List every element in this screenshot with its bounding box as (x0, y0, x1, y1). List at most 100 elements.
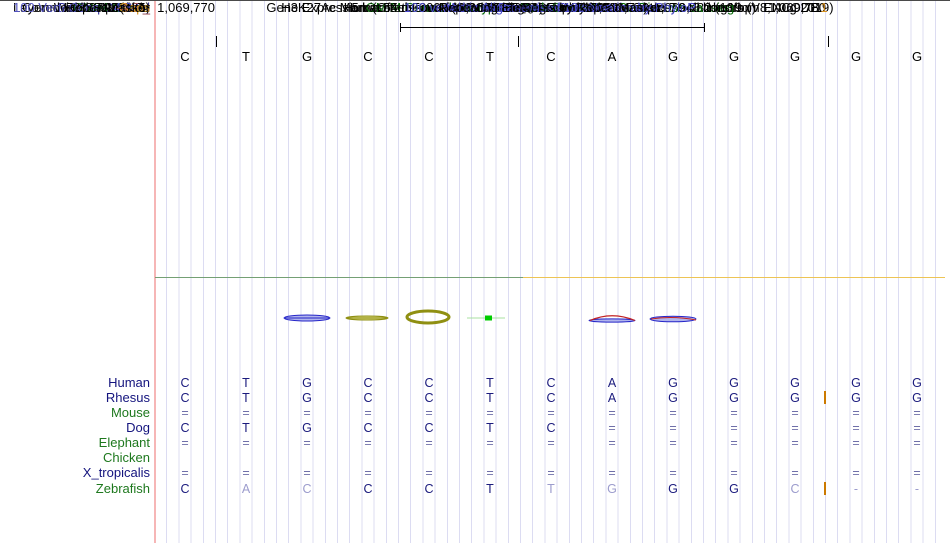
alignment-cell: = (608, 406, 616, 420)
alignment-cell: G (302, 391, 312, 405)
reference-base: C (546, 49, 556, 64)
scale-genome-label: hg19 (713, 0, 742, 15)
h3k27ac-baseline-green (155, 277, 523, 279)
species-label-zebrafish[interactable]: Zebrafish (95, 481, 150, 496)
alignment-cell: = (364, 466, 372, 480)
alignment-cell: G (790, 376, 800, 390)
reference-base: G (667, 49, 679, 64)
alignment-cell: G (851, 376, 861, 390)
alignment-cell: T (547, 482, 555, 496)
conservation-min-value: -4.5 _ (116, 0, 150, 15)
publications-track-title[interactable]: Publications: Sequences in Scientific Ar… (441, 2, 659, 14)
alignment-cell: = (303, 436, 311, 450)
position-label-3: 1,069,780 (768, 0, 826, 15)
alignment-cell: = (852, 436, 860, 450)
phylop-ring-olive (405, 309, 451, 325)
gtex-track-title[interactable]: Gene Expression in 54 tissues from GTEx … (266, 0, 834, 15)
alignment-cell: G (302, 376, 312, 390)
gencode-track-title[interactable]: GENCODE V49lift37 (490, 0, 610, 15)
alignment-cell: T (486, 482, 494, 496)
alignment-cell: C (180, 421, 190, 435)
alignment-cell: T (486, 391, 494, 405)
track-label-100-vert-cons[interactable]: 100 Vert. Cons (13, 0, 99, 15)
phylop-red-arc (588, 315, 636, 323)
track-label-layered-h3k27ac[interactable]: Layered H3K27Ac (13, 0, 119, 15)
alignment-cell: G (302, 421, 312, 435)
alignment-cell: C (790, 482, 800, 496)
track-label-repeatmasker[interactable]: RepeatMasker (65, 0, 150, 15)
omim-track-title[interactable]: OMIM Gene Phenotypes - Dark Green Can Be… (365, 0, 735, 15)
reference-base: C (424, 49, 434, 64)
alignment-cell: G (668, 376, 678, 390)
alignment-cell: = (791, 466, 799, 480)
base-grid-lines (155, 0, 945, 543)
scale-text: 5 bases (351, 0, 397, 15)
alignment-cell: G (668, 391, 678, 405)
h3k27ac-track-title[interactable]: H3K27Ac Mark (Often Found Near Active Re… (281, 0, 819, 15)
dbsnp-track-title[interactable]: Short Genetic Variants from dbSNP releas… (433, 2, 667, 14)
species-label-mouse[interactable]: Mouse (110, 405, 150, 420)
species-label-rhesus[interactable]: Rhesus (105, 390, 150, 405)
species-label-x_tropicalis[interactable]: X_tropicalis (82, 465, 150, 480)
alignment-cell: G (607, 482, 617, 496)
reference-base: G (728, 49, 740, 64)
species-label-human[interactable]: Human (108, 375, 150, 390)
species-label-chicken[interactable]: Chicken (103, 450, 150, 465)
alignment-cell: A (607, 376, 617, 390)
alignment-cell: C (424, 391, 434, 405)
alignment-cell: C (363, 421, 373, 435)
alignment-cell: = (242, 436, 250, 450)
species-label-dog[interactable]: Dog (126, 420, 150, 435)
alignment-cell: G (729, 376, 739, 390)
alignment-cell: = (730, 466, 738, 480)
alignment-cell: = (730, 421, 738, 435)
alignment-cell: = (364, 436, 372, 450)
track-label-snps[interactable]: SNPs (116, 0, 150, 15)
conservation-max-value: 4.88 _ (113, 0, 150, 15)
alignment-cell: = (669, 466, 677, 480)
conservation-track-title[interactable]: 100 vertebrates Basewise Conservation by… (404, 0, 696, 15)
strand-arrow-label[interactable]: ---> (129, 0, 150, 15)
alignment-cell: = (608, 421, 616, 435)
reference-base: C (180, 49, 190, 64)
scale-label: Scale (117, 0, 150, 15)
alignment-cell: = (486, 406, 494, 420)
alignment-cell: C (180, 391, 190, 405)
multiz-track-title[interactable]: Multiz Alignments of 100 Vertebrates (444, 0, 656, 15)
gap-insert-bar (824, 482, 826, 495)
alignment-cell: C (546, 391, 556, 405)
reference-base: G (911, 49, 923, 64)
alignment-cell: = (425, 466, 433, 480)
track-label-omim-genes[interactable]: OMIM Genes (72, 0, 150, 15)
alignment-cell: G (851, 391, 861, 405)
window-position-label: Window Position (53, 0, 150, 15)
h3k27ac-baseline-gold (523, 277, 945, 279)
reference-base: T (242, 49, 250, 64)
track-label-sequences[interactable]: Sequences (84, 0, 150, 15)
alignment-cell: G (790, 391, 800, 405)
alignment-cell: = (730, 406, 738, 420)
position-tick-1 (216, 36, 217, 47)
range-title: chr1:1,069,770-1,069,782 (13 bp) (562, 0, 757, 15)
alignment-cell: = (242, 406, 250, 420)
species-label-elephant[interactable]: Elephant (98, 435, 150, 450)
alignment-cell: = (608, 466, 616, 480)
track-label-gaps[interactable]: Gaps (118, 0, 150, 15)
alignment-cell: C (363, 391, 373, 405)
position-tick-2 (518, 36, 519, 47)
alignment-cell: = (791, 406, 799, 420)
track-label-refseq-curated[interactable]: RefSeq Curated (56, 0, 150, 15)
repeatmasker-track-title[interactable]: Repeating Elements by RepeatMasker (438, 0, 662, 15)
alignment-cell: = (608, 436, 616, 450)
window-position-title: Human Feb. 2009 (GRCh37/hg19) chr1:1,069… (155, 0, 945, 16)
alignment-cell: G (729, 482, 739, 496)
refseq-track-subtitle[interactable]: RefSeq genes from NCBI (487, 2, 613, 14)
alignment-cell: = (852, 466, 860, 480)
alignment-cell: = (486, 466, 494, 480)
alignment-cell: = (730, 436, 738, 450)
alignment-cell: G (729, 391, 739, 405)
track-label-common-dbsnp[interactable]: Common dbSNP(155) (22, 0, 150, 15)
alignment-cell: C (424, 482, 434, 496)
alignment-cell: - (914, 482, 920, 496)
